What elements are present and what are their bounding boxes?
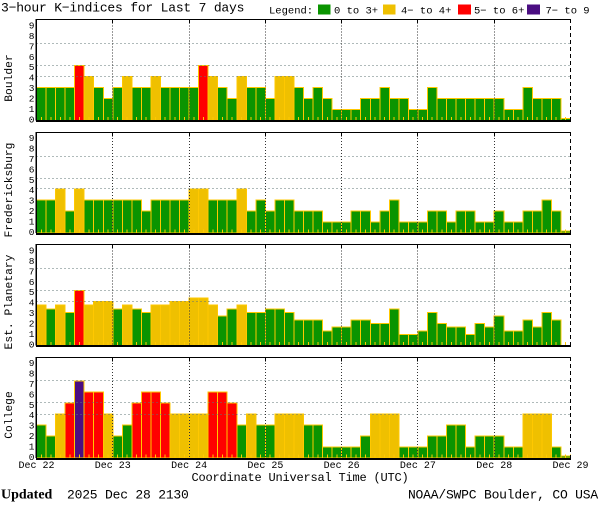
svg-text:6: 6 — [29, 52, 35, 63]
svg-text:0: 0 — [29, 340, 35, 351]
svg-text:2: 2 — [29, 431, 35, 442]
svg-text:5− to 6+: 5− to 6+ — [474, 6, 524, 18]
svg-text:4: 4 — [29, 185, 35, 196]
svg-text:6: 6 — [29, 277, 35, 288]
svg-text:Dec 25: Dec 25 — [247, 461, 283, 472]
svg-text:4− to 4+: 4− to 4+ — [401, 6, 451, 18]
svg-text:2025 Dec 28 2130: 2025 Dec 28 2130 — [67, 488, 189, 503]
svg-text:4: 4 — [29, 298, 35, 309]
svg-text:9: 9 — [29, 245, 35, 256]
svg-text:2: 2 — [29, 206, 35, 217]
svg-text:7− to 9: 7− to 9 — [546, 6, 590, 18]
svg-text:3−hour K−indices for Last 7 da: 3−hour K−indices for Last 7 days — [1, 1, 244, 16]
svg-text:Dec 26: Dec 26 — [324, 461, 360, 472]
svg-text:Updated: Updated — [1, 488, 53, 503]
svg-text:5: 5 — [29, 62, 35, 73]
svg-text:5: 5 — [29, 287, 35, 298]
svg-text:Coordinate Universal Time (UTC: Coordinate Universal Time (UTC) — [191, 471, 408, 485]
svg-text:Boulder: Boulder — [4, 54, 16, 101]
svg-text:7: 7 — [29, 379, 35, 390]
svg-text:7: 7 — [29, 266, 35, 277]
svg-text:6: 6 — [29, 164, 35, 175]
svg-text:0 to 3+: 0 to 3+ — [334, 6, 378, 18]
svg-text:2: 2 — [29, 94, 35, 105]
svg-text:8: 8 — [29, 368, 35, 379]
svg-text:9: 9 — [29, 358, 35, 369]
svg-text:Dec 24: Dec 24 — [171, 461, 207, 472]
svg-text:7: 7 — [29, 41, 35, 52]
svg-text:6: 6 — [29, 389, 35, 400]
svg-text:0: 0 — [29, 115, 35, 126]
svg-text:8: 8 — [29, 143, 35, 154]
svg-text:4: 4 — [29, 410, 35, 421]
svg-text:Dec 27: Dec 27 — [400, 461, 436, 472]
svg-text:1: 1 — [29, 104, 35, 115]
svg-text:NOAA/SWPC Boulder, CO USA: NOAA/SWPC Boulder, CO USA — [408, 488, 598, 503]
svg-text:8: 8 — [29, 256, 35, 267]
svg-text:7: 7 — [29, 154, 35, 165]
svg-text:3: 3 — [29, 421, 35, 432]
svg-text:2: 2 — [29, 319, 35, 330]
svg-text:0: 0 — [29, 452, 35, 463]
svg-text:3: 3 — [29, 196, 35, 207]
svg-text:9: 9 — [29, 133, 35, 144]
svg-text:1: 1 — [29, 329, 35, 340]
svg-text:Legend:: Legend: — [269, 6, 313, 18]
svg-text:3: 3 — [29, 308, 35, 319]
svg-text:College: College — [4, 391, 16, 439]
svg-text:Dec 23: Dec 23 — [95, 461, 131, 472]
svg-text:5: 5 — [29, 175, 35, 186]
svg-text:1: 1 — [29, 442, 35, 453]
svg-text:9: 9 — [29, 21, 35, 32]
svg-text:1: 1 — [29, 217, 35, 228]
svg-text:Est. Planetary: Est. Planetary — [4, 254, 16, 349]
svg-text:Dec 22: Dec 22 — [18, 461, 54, 472]
svg-text:8: 8 — [29, 31, 35, 42]
svg-text:4: 4 — [29, 73, 35, 84]
svg-text:3: 3 — [29, 83, 35, 94]
svg-text:0: 0 — [29, 227, 35, 238]
svg-text:Dec 28: Dec 28 — [476, 461, 512, 472]
svg-text:5: 5 — [29, 400, 35, 411]
svg-text:Fredericksburg: Fredericksburg — [4, 143, 16, 238]
svg-text:Dec 29: Dec 29 — [552, 461, 588, 472]
